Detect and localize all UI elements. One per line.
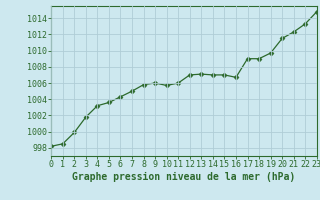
X-axis label: Graphe pression niveau de la mer (hPa): Graphe pression niveau de la mer (hPa) <box>72 172 296 182</box>
